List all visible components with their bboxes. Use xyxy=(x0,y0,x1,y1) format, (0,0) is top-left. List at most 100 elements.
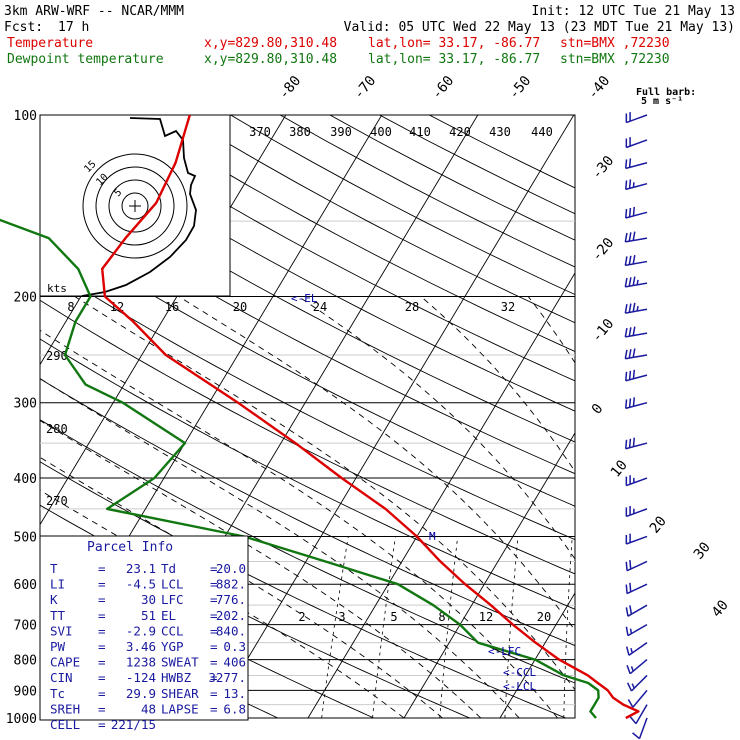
equals: = xyxy=(98,717,106,732)
parcel-label: LFC xyxy=(161,592,184,607)
moist-adiabat-12 xyxy=(40,378,520,718)
isotherm-label--60: -60 xyxy=(429,73,458,103)
isotherm-label-10: 10 xyxy=(608,457,631,480)
parcel-value: 6.8 xyxy=(223,701,246,716)
mixing-label-lower-8: 8 xyxy=(438,610,445,624)
theta-label-440: 440 xyxy=(531,125,553,139)
isotherm-label-0: 0 xyxy=(589,401,607,418)
mixing-label-lower-2: 2 xyxy=(298,610,305,624)
equals: = xyxy=(98,655,106,670)
wind-barb-800 xyxy=(626,658,648,675)
parcel-label: CAPE xyxy=(50,655,80,670)
moist-adiabat-8 xyxy=(40,420,482,718)
isotherm-label--40: -40 xyxy=(585,73,614,103)
mixing-label-lower-12: 12 xyxy=(479,610,493,624)
parcel-label: T xyxy=(50,561,58,576)
theta-label-430: 430 xyxy=(489,125,511,139)
theta-label-420: 420 xyxy=(449,125,471,139)
theta-label-400: 400 xyxy=(370,125,392,139)
mixing-label-lower-3: 3 xyxy=(338,610,345,624)
wind-barb-350 xyxy=(625,437,648,450)
equals: = xyxy=(210,577,218,592)
equals: = xyxy=(98,639,106,654)
equals: = xyxy=(98,608,106,623)
wind-barb-550 xyxy=(625,560,648,572)
pressure-label-200: 200 xyxy=(14,291,37,306)
parcel-value: 776. xyxy=(216,592,246,607)
isotherm-label--20: -20 xyxy=(589,235,618,265)
isotherm-label-20: 20 xyxy=(647,513,670,536)
temperature-station: stn=BMX ,72230 xyxy=(560,36,670,51)
equals: = xyxy=(98,592,106,607)
mixing-ratio-28 xyxy=(692,537,694,719)
dry-adiabat-300 xyxy=(40,419,575,684)
wind-barb-400 xyxy=(625,475,648,487)
ccl-marker: <-CCL xyxy=(503,666,536,679)
pressure-label-300: 300 xyxy=(14,397,37,412)
hodograph-trace xyxy=(81,117,197,296)
parcel-value: 840. xyxy=(216,623,246,638)
parcel-row-7: CIN = -124 HWBZ =3277. xyxy=(50,670,246,685)
theta-label-380: 380 xyxy=(289,125,311,139)
wind-barb-750 xyxy=(625,642,648,656)
wind-barb-250 xyxy=(624,348,648,360)
parcel-label: LAPSE xyxy=(161,701,199,716)
isotherm--20 xyxy=(211,115,575,718)
forecast-label: Fcst: xyxy=(4,20,43,35)
model-title: 3km ARW-WRF -- NCAR/MMM xyxy=(4,4,184,19)
parcel-label: SVI xyxy=(50,623,73,638)
parcel-value: -4.5 xyxy=(126,577,156,592)
moist-adiabat-16 xyxy=(40,329,558,718)
equals: = xyxy=(98,670,106,685)
parcel-info-rows: T = 23.1 Td =20.0LI = -4.5 LCL =882.K = 30 LFC =776.… xyxy=(50,561,246,732)
theta-label-410: 410 xyxy=(409,125,431,139)
parcel-label: LCL xyxy=(161,577,184,592)
parcel-value: 3277. xyxy=(208,670,246,685)
theta-label-270: 270 xyxy=(46,494,68,508)
dry-adiabat-440 xyxy=(329,115,575,241)
parcel-row-6: CAPE = 1238 SWEAT = 406 xyxy=(50,655,246,670)
parcel-label: CIN xyxy=(50,670,73,685)
dry-adiabat-310 xyxy=(40,378,575,647)
equals: = xyxy=(210,686,218,701)
pressure-tick-labels: 1000 900 800 700 600 500 400 300 200 100 xyxy=(6,109,37,727)
moist-adiabat-20 xyxy=(74,296,575,691)
moist-adiabat-32 xyxy=(420,296,575,473)
dry-adiabat-360 xyxy=(40,189,575,475)
wind-barb-850 xyxy=(626,674,648,692)
wind-barb-230 xyxy=(624,326,648,338)
parcel-label: YGP xyxy=(161,639,184,654)
parcel-value: 29.9 xyxy=(126,686,156,701)
pressure-label-400: 400 xyxy=(14,472,37,487)
wind-barb-900 xyxy=(627,689,648,708)
theta-labels: 370 380 390 400 410 420 430 440 290 280 270 xyxy=(46,125,553,508)
parcel-label: CCL xyxy=(161,623,184,638)
wind-barb-950 xyxy=(629,704,648,725)
equals: = xyxy=(210,670,218,685)
mixing-label-upper-16: 16 xyxy=(165,300,179,314)
parcel-row-4: SVI = -2.9 CCL =840. xyxy=(50,623,246,638)
temperature-legend-row: Temperature x,y=829.80,310.48 lat,lon= 3… xyxy=(7,36,670,51)
equals: = xyxy=(98,577,106,592)
pressure-label-600: 600 xyxy=(14,578,37,593)
pressure-label-900: 900 xyxy=(14,684,37,699)
parcel-label: K xyxy=(50,592,58,607)
theta-label-280: 280 xyxy=(46,422,68,436)
temperature-latlon: lat,lon= 33.17, -86.77 xyxy=(368,36,540,51)
parcel-info-title: Parcel Info xyxy=(87,540,173,555)
isotherm-label-30: 30 xyxy=(691,539,714,562)
dry-adiabat-450 xyxy=(379,115,575,215)
temperature-xy: x,y=829.80,310.48 xyxy=(204,36,337,51)
theta-label-390: 390 xyxy=(330,125,352,139)
wind-barb-270 xyxy=(625,369,648,382)
init-time: Init: 12 UTC Tue 21 May 13 xyxy=(532,4,736,19)
mixing-label-upper-28: 28 xyxy=(405,300,419,314)
moist-adiabat-24 xyxy=(178,296,575,632)
barb-legend-line1: Full barb: xyxy=(636,87,696,98)
temperature-legend-label: Temperature xyxy=(7,36,93,51)
isotherm-30 xyxy=(692,115,740,718)
wind-barb-column xyxy=(624,112,648,740)
parcel-info-box: Parcel Info T = 23.1 Td =20.0LI = -4.5 LCL =882.… xyxy=(39,535,249,732)
parcel-value: 221/15 xyxy=(111,717,156,732)
